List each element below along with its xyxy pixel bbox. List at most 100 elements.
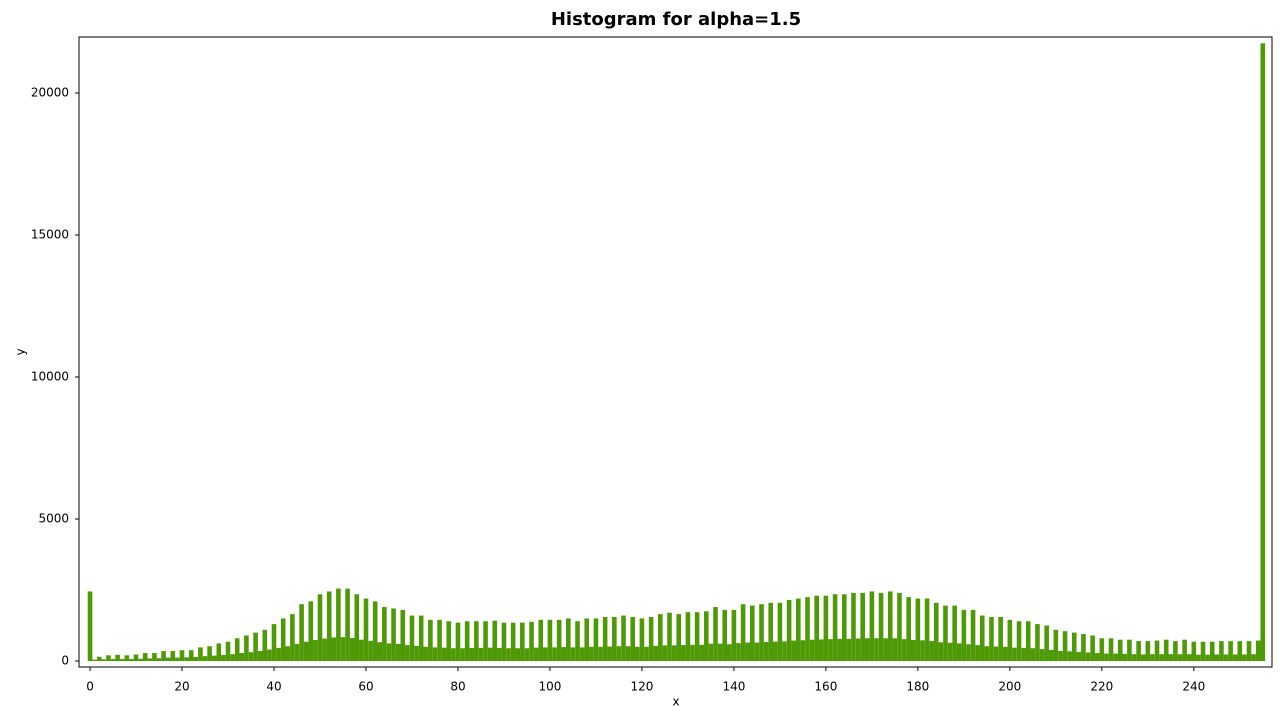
bar: [1058, 651, 1063, 662]
y-tick-label: 10000: [31, 370, 69, 384]
bar: [653, 645, 659, 662]
bar: [584, 618, 590, 662]
bar: [1012, 647, 1017, 662]
bar: [152, 653, 157, 662]
bar: [119, 659, 125, 662]
bar: [1053, 629, 1059, 662]
bar: [731, 609, 737, 662]
bar: [860, 592, 865, 662]
bar: [1140, 654, 1146, 662]
bar: [984, 646, 990, 662]
bar: [290, 614, 295, 662]
bar: [740, 604, 746, 662]
bar: [722, 609, 728, 662]
bar: [308, 601, 314, 662]
bar: [887, 591, 893, 662]
bar: [1232, 654, 1238, 662]
bar: [1191, 641, 1197, 662]
bar: [883, 638, 888, 662]
bar: [681, 645, 686, 662]
bar: [1200, 641, 1206, 662]
bar: [777, 602, 783, 662]
bar: [515, 648, 521, 662]
bar: [267, 649, 272, 662]
bar: [892, 638, 898, 662]
x-tick-label: 160: [814, 680, 837, 694]
bar: [920, 640, 925, 662]
bar: [441, 647, 447, 662]
bar: [280, 618, 286, 662]
bar: [556, 619, 562, 662]
bar: [1159, 654, 1164, 662]
bar: [727, 644, 732, 662]
bar: [414, 645, 419, 662]
bar: [662, 645, 668, 662]
bar: [754, 642, 760, 662]
y-tick-label: 0: [61, 654, 69, 668]
bar: [487, 647, 493, 662]
bar: [506, 648, 511, 662]
x-tick-label: 60: [358, 680, 373, 694]
bar: [975, 645, 980, 662]
bar: [1002, 646, 1008, 662]
bar: [699, 644, 705, 662]
bar: [837, 638, 842, 662]
bar: [409, 615, 415, 662]
bar: [676, 614, 682, 662]
x-tick-label: 200: [998, 680, 1021, 694]
bar: [303, 641, 309, 662]
bar: [451, 648, 456, 662]
bar: [1085, 652, 1091, 662]
bar: [791, 640, 796, 662]
bar: [1182, 639, 1187, 662]
bar: [345, 588, 350, 662]
plot-frame: [78, 36, 1273, 668]
bar: [612, 616, 617, 662]
bar: [469, 647, 475, 662]
bar: [800, 640, 806, 662]
chart-title: Histogram for alpha=1.5: [551, 9, 801, 30]
bar: [561, 647, 567, 662]
bar: [1237, 641, 1243, 662]
bar: [262, 629, 268, 662]
bar: [690, 644, 695, 662]
bar: [1025, 621, 1031, 662]
bar: [492, 620, 498, 662]
bar: [400, 609, 406, 662]
bar: [372, 601, 378, 662]
bar: [828, 639, 833, 662]
bar: [1136, 641, 1141, 662]
bar: [198, 647, 203, 662]
bar: [938, 642, 944, 662]
bar: [593, 618, 599, 662]
bar: [216, 643, 222, 662]
bar: [377, 642, 383, 662]
bar: [1104, 653, 1109, 662]
bar: [1067, 651, 1072, 662]
bar: [814, 595, 819, 662]
bar: [156, 658, 162, 662]
y-tick-label: 20000: [31, 86, 69, 100]
bar: [533, 647, 539, 662]
bar: [1242, 654, 1247, 662]
bar: [841, 594, 847, 662]
bar: [1228, 641, 1233, 662]
x-axis-label: x: [672, 695, 679, 709]
bar: [1168, 654, 1174, 662]
bar: [947, 642, 953, 662]
bar: [1090, 635, 1095, 662]
bar: [943, 605, 948, 662]
bar: [405, 645, 410, 662]
bar: [1255, 640, 1261, 662]
bar: [239, 653, 245, 662]
bar: [1108, 638, 1114, 662]
bar: [1260, 43, 1266, 662]
bar: [768, 602, 774, 662]
bar: [1127, 639, 1132, 662]
x-tick-label: 240: [1182, 680, 1205, 694]
bar: [952, 605, 957, 662]
bar: [864, 638, 870, 662]
bar: [763, 641, 769, 662]
bar: [910, 639, 916, 662]
bar: [933, 602, 939, 662]
